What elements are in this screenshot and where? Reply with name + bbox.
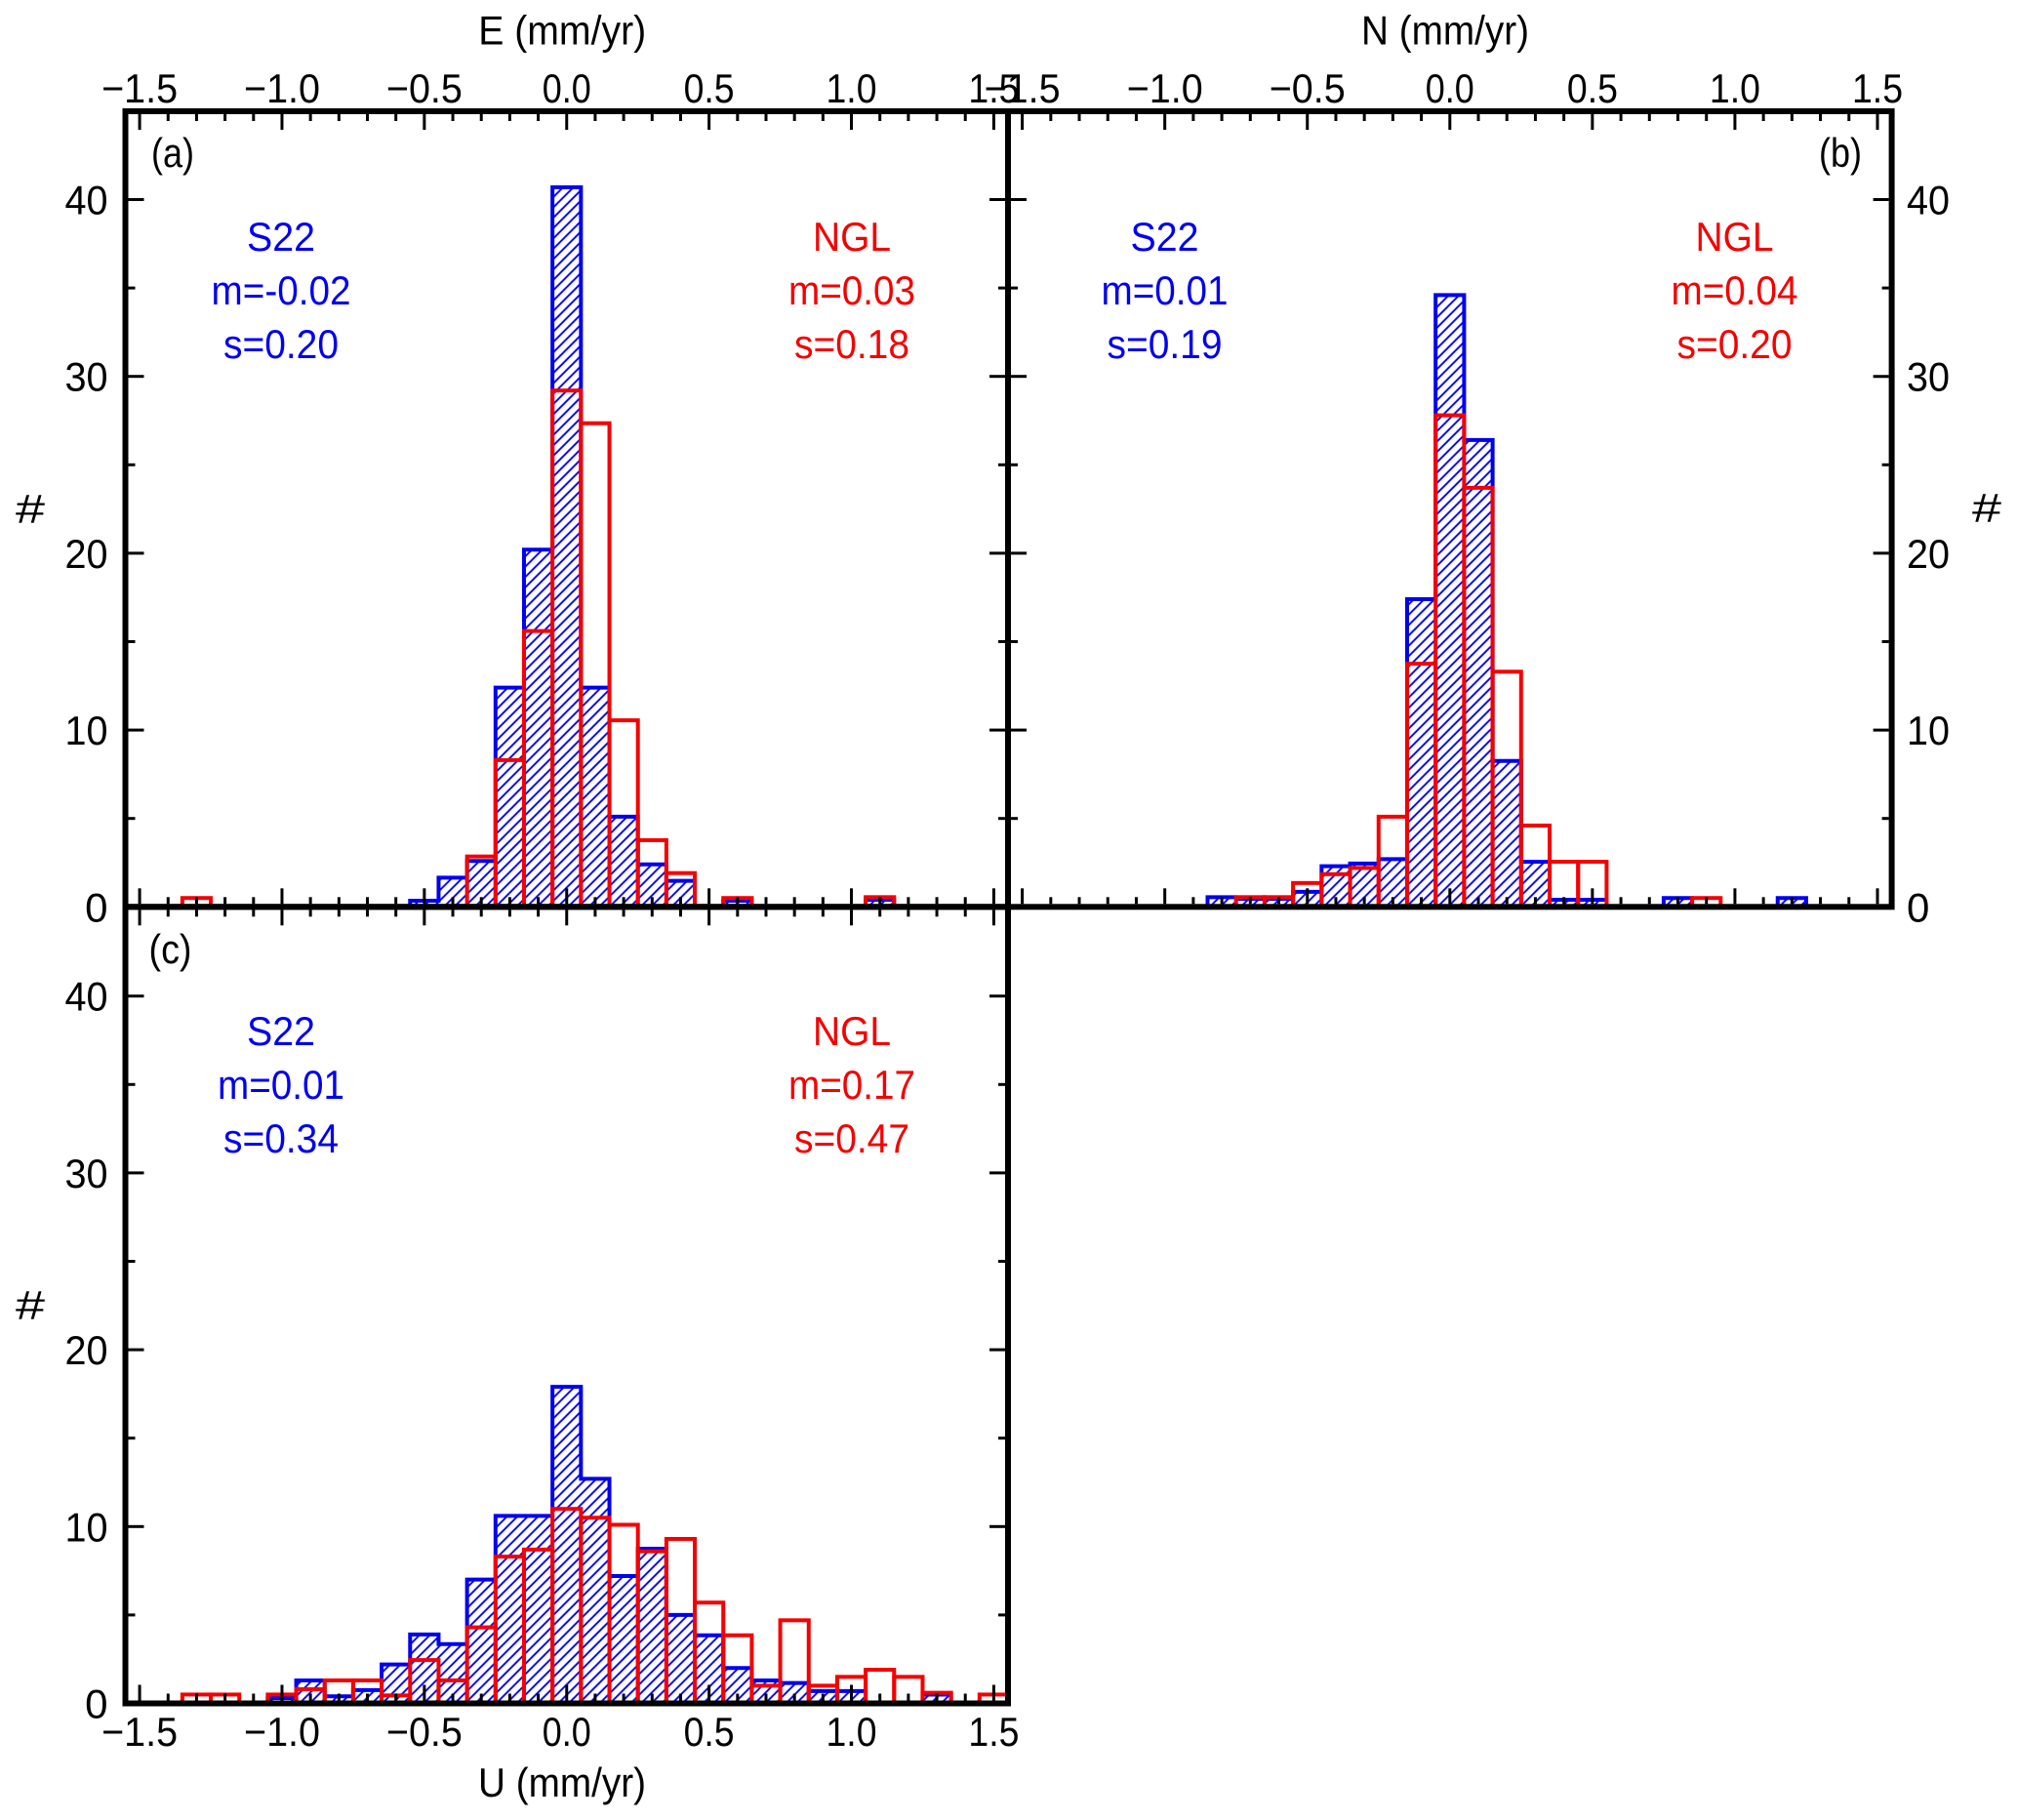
svg-text:−0.5: −0.5 — [386, 1709, 463, 1755]
svg-text:1.5: 1.5 — [1852, 65, 1903, 111]
svg-text:1.0: 1.0 — [1710, 65, 1760, 111]
svg-text:#: # — [16, 486, 46, 532]
svg-text:−1.0: −1.0 — [1127, 65, 1203, 111]
svg-text:0.5: 0.5 — [1567, 65, 1618, 111]
svg-text:10: 10 — [65, 1504, 108, 1550]
svg-text:s=0.47: s=0.47 — [794, 1115, 909, 1161]
svg-text:1.0: 1.0 — [827, 65, 877, 111]
svg-text:m=-0.02: m=-0.02 — [212, 267, 351, 313]
svg-text:s=0.18: s=0.18 — [794, 321, 909, 367]
svg-text:U (mm/yr): U (mm/yr) — [478, 1759, 646, 1805]
svg-text:−1.0: −1.0 — [244, 65, 320, 111]
svg-text:m=0.01: m=0.01 — [218, 1062, 344, 1108]
svg-text:0.0: 0.0 — [543, 65, 591, 111]
svg-text:(a): (a) — [151, 130, 194, 176]
svg-text:s=0.34: s=0.34 — [223, 1115, 339, 1161]
svg-text:40: 40 — [65, 974, 108, 1020]
svg-text:m=0.03: m=0.03 — [788, 267, 915, 313]
svg-text:10: 10 — [1907, 708, 1950, 753]
svg-text:m=0.04: m=0.04 — [1672, 267, 1798, 313]
svg-text:m=0.17: m=0.17 — [788, 1062, 915, 1108]
svg-text:0: 0 — [1907, 884, 1929, 930]
svg-text:#: # — [1972, 485, 2002, 531]
svg-text:S22: S22 — [247, 1008, 315, 1054]
svg-text:0.5: 0.5 — [684, 65, 735, 111]
svg-text:−1.0: −1.0 — [244, 1709, 320, 1755]
svg-text:0.5: 0.5 — [684, 1709, 735, 1755]
svg-text:0.0: 0.0 — [543, 1709, 591, 1755]
svg-text:#: # — [16, 1282, 46, 1328]
svg-text:S22: S22 — [1131, 214, 1199, 260]
svg-text:20: 20 — [65, 531, 108, 577]
svg-text:(c): (c) — [149, 926, 192, 972]
svg-text:−0.5: −0.5 — [386, 65, 463, 111]
svg-text:0: 0 — [85, 1681, 107, 1727]
svg-text:m=0.01: m=0.01 — [1102, 267, 1229, 313]
svg-text:s=0.19: s=0.19 — [1108, 321, 1223, 367]
svg-text:−1.5: −1.5 — [101, 65, 178, 111]
svg-text:NGL: NGL — [813, 1008, 891, 1054]
svg-text:s=0.20: s=0.20 — [223, 321, 339, 367]
svg-text:10: 10 — [65, 708, 108, 753]
svg-text:30: 30 — [65, 354, 108, 400]
svg-text:NGL: NGL — [1696, 214, 1774, 260]
svg-text:0: 0 — [85, 884, 107, 930]
svg-text:20: 20 — [1907, 531, 1950, 577]
svg-text:30: 30 — [65, 1151, 108, 1196]
svg-text:0.0: 0.0 — [1426, 65, 1474, 111]
svg-text:40: 40 — [65, 178, 108, 223]
svg-text:(b): (b) — [1819, 130, 1862, 176]
svg-text:S22: S22 — [247, 214, 315, 260]
svg-text:N (mm/yr): N (mm/yr) — [1361, 8, 1529, 54]
svg-text:1.0: 1.0 — [827, 1709, 877, 1755]
svg-text:−0.5: −0.5 — [1270, 65, 1346, 111]
svg-text:1.5: 1.5 — [968, 1709, 1019, 1755]
svg-text:20: 20 — [65, 1327, 108, 1373]
svg-text:NGL: NGL — [813, 214, 891, 260]
svg-text:1.5: 1.5 — [968, 65, 1019, 111]
svg-text:s=0.20: s=0.20 — [1677, 321, 1793, 367]
svg-text:40: 40 — [1907, 178, 1950, 223]
svg-text:E (mm/yr): E (mm/yr) — [478, 8, 646, 54]
svg-text:−1.5: −1.5 — [985, 65, 1061, 111]
svg-text:30: 30 — [1907, 354, 1950, 400]
svg-text:−1.5: −1.5 — [101, 1709, 178, 1755]
